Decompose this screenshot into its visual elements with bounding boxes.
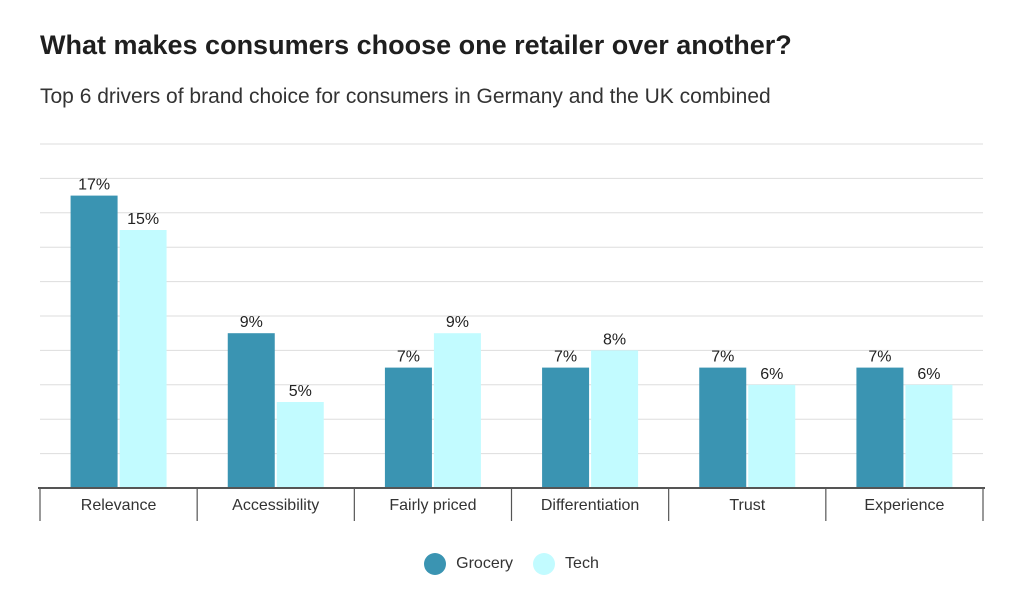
bar-value-label: 15% (127, 211, 159, 228)
bar-value-label: 6% (760, 366, 783, 383)
bar-value-label: 8% (603, 331, 626, 348)
bar-tech (276, 402, 324, 488)
bar-tech (591, 350, 639, 488)
bar-tech (119, 230, 167, 488)
bar-value-label: 7% (397, 349, 420, 366)
x-tick-label: Trust (729, 497, 765, 514)
bar-grocery (227, 333, 275, 488)
legend: Grocery Tech (0, 553, 1023, 575)
bar-grocery (699, 367, 747, 488)
bar-tech (905, 384, 953, 488)
bar-tech (433, 333, 481, 488)
bar-value-label: 6% (917, 366, 940, 383)
bar-value-label: 5% (289, 383, 312, 400)
bar-grocery (542, 367, 590, 488)
bar-grocery (70, 195, 118, 488)
bar-value-label: 7% (554, 349, 577, 366)
x-tick-label: Fairly priced (389, 497, 476, 514)
chart-title: What makes consumers choose one retailer… (40, 30, 792, 60)
bar-value-label: 9% (240, 314, 263, 331)
legend-swatch-tech (533, 553, 556, 575)
x-tick-label: Experience (864, 497, 944, 514)
bar-value-label: 7% (711, 349, 734, 366)
legend-label-tech: Tech (565, 555, 599, 572)
bar-grocery (856, 367, 904, 488)
chart-subtitle: Top 6 drivers of brand choice for consum… (40, 85, 771, 108)
bar-value-label: 7% (868, 349, 891, 366)
bar-value-label: 17% (78, 177, 110, 194)
x-tick-label: Accessibility (232, 497, 319, 514)
x-tick-label: Relevance (81, 497, 157, 514)
x-tick-label: Differentiation (541, 497, 639, 514)
legend-label-grocery: Grocery (456, 555, 514, 572)
bar-tech (748, 384, 796, 488)
legend-item-grocery[interactable]: Grocery (424, 553, 513, 575)
bar-grocery (384, 367, 432, 488)
bar-value-label: 9% (446, 314, 469, 331)
legend-swatch-grocery (424, 553, 447, 575)
legend-item-tech[interactable]: Tech (533, 553, 599, 575)
